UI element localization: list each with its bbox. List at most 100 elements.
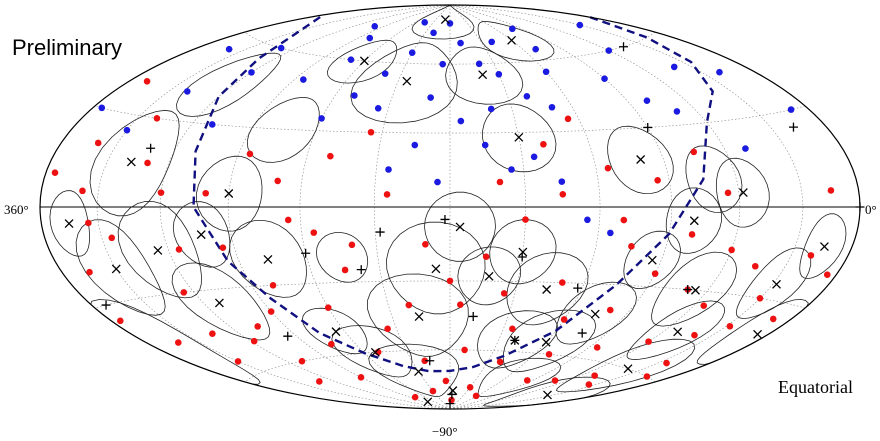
plus-marker	[788, 122, 798, 132]
red-event-dot	[559, 190, 567, 198]
error-circle	[457, 246, 522, 306]
error-circle	[350, 42, 458, 124]
red-event-dot	[645, 338, 652, 345]
red-event-dot	[560, 316, 568, 323]
error-circle	[445, 46, 524, 105]
blue-event-dot	[408, 49, 416, 57]
error-circle	[482, 376, 611, 407]
error-circle	[607, 125, 674, 195]
red-event-dot	[769, 315, 777, 323]
x-cross-marker	[689, 216, 699, 226]
red-event-dot	[700, 302, 708, 309]
x-cross-marker	[64, 219, 74, 229]
red-event-dot	[482, 253, 490, 261]
blue-event-dot	[381, 70, 389, 77]
x-cross-marker	[153, 246, 163, 255]
blue-event-dot	[225, 45, 233, 53]
red-event-dot	[422, 241, 429, 248]
plus-marker	[510, 335, 520, 345]
tick-label-right: 0°	[865, 202, 877, 217]
plus-marker	[301, 248, 311, 258]
x-cross-marker	[819, 242, 829, 252]
x-cross-marker	[414, 367, 423, 377]
red-event-dot	[509, 325, 516, 333]
red-event-dot	[726, 322, 734, 330]
error-circle	[315, 232, 369, 283]
red-event-dot	[442, 377, 450, 385]
blue-event-dot	[277, 44, 285, 52]
red-event-dot	[823, 271, 831, 279]
blue-event-dot	[643, 97, 651, 105]
red-event-dot	[328, 340, 335, 348]
red-event-dot	[421, 357, 429, 365]
blue-event-dot	[601, 75, 608, 82]
blue-event-dot	[532, 45, 539, 53]
red-event-dot	[604, 164, 612, 172]
plus-marker	[573, 283, 583, 293]
x-cross-marker	[359, 56, 369, 66]
blue-event-dot	[487, 105, 495, 113]
blue-event-dot	[558, 178, 566, 185]
blue-event-dot	[576, 21, 584, 29]
blue-event-dot	[366, 34, 374, 42]
plus-marker	[643, 122, 653, 132]
red-event-dot	[405, 301, 413, 309]
red-event-dot	[643, 373, 651, 380]
red-event-dot	[51, 169, 59, 176]
error-circle	[196, 155, 263, 232]
blue-event-dot	[548, 103, 556, 111]
error-circle	[386, 221, 486, 315]
blue-event-dot	[385, 166, 392, 173]
plus-marker	[447, 389, 457, 399]
error-circle	[326, 39, 398, 84]
red-event-dot	[298, 357, 306, 365]
red-event-dot	[628, 243, 635, 250]
blue-event-dot	[371, 23, 379, 30]
blue-event-dot	[430, 29, 437, 37]
red-event-dot	[807, 252, 815, 259]
red-event-dot	[688, 231, 696, 238]
red-event-dot	[348, 241, 356, 249]
blue-event-dot	[457, 39, 464, 47]
x-cross-marker	[673, 327, 683, 337]
x-cross-marker	[402, 76, 412, 86]
error-circle	[331, 325, 413, 378]
red-event-dot	[144, 159, 151, 167]
plus-marker	[440, 214, 450, 224]
red-event-dot	[472, 392, 480, 400]
x-cross-marker	[753, 329, 763, 339]
red-event-dot	[108, 234, 116, 242]
x-cross-marker	[541, 337, 551, 347]
event-markers	[51, 15, 865, 409]
red-event-dot	[327, 152, 334, 160]
red-event-dot	[411, 393, 419, 401]
plus-marker	[375, 227, 385, 237]
red-event-dot	[691, 331, 698, 339]
blue-event-dot	[318, 115, 325, 122]
blue-event-dot	[530, 153, 538, 161]
x-cross-marker	[590, 309, 600, 319]
error-circle	[477, 20, 555, 62]
x-cross-marker	[455, 222, 465, 232]
plus-marker	[577, 328, 587, 338]
red-event-dot	[523, 377, 531, 384]
red-event-dot	[466, 384, 474, 391]
plus-marker	[283, 331, 293, 341]
red-event-dot	[429, 387, 437, 395]
red-event-dot	[209, 330, 216, 338]
red-event-dot	[690, 148, 698, 156]
red-event-dot	[153, 114, 161, 122]
x-cross-marker	[423, 397, 433, 407]
error-circle	[482, 103, 557, 173]
x-cross-marker	[636, 155, 646, 164]
x-cross-marker	[543, 390, 552, 400]
blue-event-dot	[488, 38, 496, 46]
coordinate-system-label: Equatorial	[778, 377, 853, 397]
red-event-dot	[79, 187, 86, 195]
error-circle	[623, 230, 681, 290]
blue-event-dot	[475, 60, 483, 68]
plus-marker	[517, 252, 527, 262]
error-circle	[411, 5, 475, 40]
blue-event-dot	[457, 117, 465, 125]
